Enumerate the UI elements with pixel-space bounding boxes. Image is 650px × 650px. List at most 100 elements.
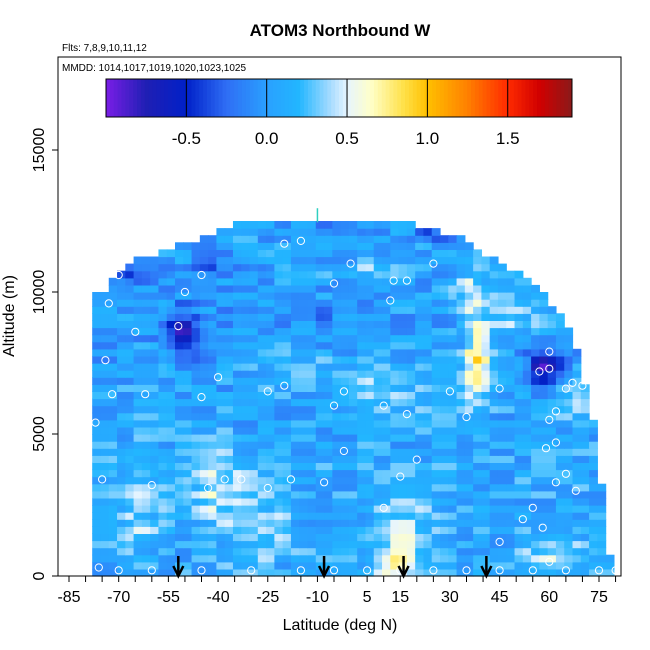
- colorbar-segment: [482, 79, 488, 117]
- heat-cell: [506, 434, 516, 442]
- heat-cell: [324, 568, 333, 577]
- heat-cell: [299, 490, 309, 499]
- heat-cell: [406, 320, 416, 329]
- heat-cell: [332, 497, 342, 506]
- heat-cell: [249, 462, 259, 471]
- heat-cell: [324, 483, 333, 492]
- heat-cell: [141, 256, 151, 265]
- heat-cell: [224, 306, 234, 314]
- heat-cell: [440, 547, 449, 556]
- heat-cell: [183, 448, 193, 456]
- heat-cell: [390, 384, 400, 392]
- heat-cell: [290, 462, 300, 471]
- heat-cell: [522, 412, 532, 421]
- heat-cell: [241, 455, 251, 463]
- heat-cell: [241, 284, 251, 293]
- heat-cell: [332, 476, 342, 485]
- heat-cell: [108, 348, 118, 357]
- heat-cell: [266, 554, 275, 563]
- heat-cell: [382, 348, 391, 357]
- heat-cell: [481, 512, 491, 520]
- heat-cell: [125, 320, 135, 329]
- heat-cell: [406, 284, 416, 293]
- heat-cell: [390, 292, 400, 300]
- heat-cell: [290, 398, 300, 407]
- heat-cell: [398, 497, 408, 506]
- heat-cell: [241, 348, 251, 357]
- heat-cell: [390, 277, 400, 286]
- heat-cell: [241, 370, 251, 378]
- heat-cell: [481, 519, 491, 527]
- heat-cell: [514, 448, 524, 456]
- heat-cell: [580, 426, 590, 435]
- heat-cell: [423, 476, 433, 485]
- heat-cell: [506, 561, 516, 570]
- heat-cell: [274, 412, 284, 421]
- heat-cell: [547, 441, 557, 449]
- heat-cell: [257, 533, 267, 542]
- heat-cell: [191, 540, 201, 549]
- heat-cell: [232, 334, 242, 343]
- heat-cell: [332, 284, 342, 293]
- heat-cell: [373, 533, 383, 542]
- heat-cell: [340, 320, 350, 329]
- heat-cell: [183, 277, 193, 286]
- heat-cell: [440, 561, 449, 570]
- sample-point: [551, 478, 561, 487]
- heat-cell: [456, 547, 466, 556]
- heat-cell: [365, 256, 375, 265]
- heat-cell: [506, 313, 516, 321]
- heat-cell: [423, 256, 433, 265]
- heat-cell: [100, 540, 110, 549]
- heat-cell: [448, 505, 458, 513]
- heat-cell: [108, 370, 118, 378]
- heat-cell: [125, 284, 135, 293]
- heat-cell: [315, 462, 325, 471]
- heat-cell: [216, 505, 226, 513]
- heat-cell: [481, 483, 491, 492]
- heat-cell: [440, 256, 449, 265]
- sample-point: [247, 566, 256, 575]
- heat-cell: [423, 469, 433, 478]
- heat-cell: [481, 270, 491, 279]
- heat-cell: [125, 405, 135, 414]
- heat-cell: [324, 512, 333, 520]
- heat-cell: [348, 221, 358, 229]
- heat-cell: [282, 221, 292, 229]
- heat-cell: [547, 313, 557, 321]
- heat-cell: [357, 512, 367, 520]
- heat-cell: [150, 547, 160, 556]
- heat-cell: [241, 490, 251, 499]
- heat-cell: [266, 561, 275, 570]
- heat-cell: [324, 540, 333, 549]
- heat-cell: [299, 277, 309, 286]
- heat-cell: [266, 235, 275, 243]
- heat-cell: [208, 533, 218, 542]
- heat-cell: [199, 327, 209, 336]
- heat-cell: [224, 355, 234, 364]
- heat-cell: [531, 476, 540, 485]
- heat-cell: [464, 434, 474, 442]
- heat-cell: [531, 341, 540, 350]
- heat-cell: [216, 320, 226, 329]
- heat-cell: [299, 540, 309, 549]
- heat-cell: [448, 512, 458, 520]
- heat-cell: [382, 256, 391, 265]
- heat-cell: [166, 341, 176, 350]
- heat-cell: [183, 469, 193, 478]
- heat-cell: [555, 512, 565, 520]
- heat-cell: [456, 483, 466, 492]
- heat-cell: [257, 469, 267, 478]
- heat-cell: [522, 284, 532, 293]
- heat-cell: [373, 462, 383, 471]
- heat-cell: [522, 292, 532, 300]
- heat-cell: [290, 505, 300, 513]
- heat-cell: [431, 313, 441, 321]
- heat-cell: [183, 519, 193, 527]
- heat-cell: [324, 370, 333, 378]
- heat-cell: [348, 469, 358, 478]
- heat-cell: [117, 391, 126, 400]
- y-axis-label: Altitude (m): [1, 275, 18, 357]
- heat-cell: [257, 370, 267, 378]
- heat-cell: [332, 228, 342, 236]
